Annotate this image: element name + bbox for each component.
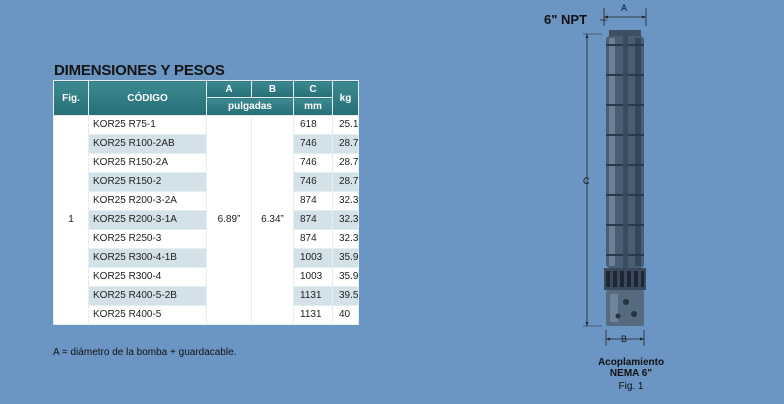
code-cell: KOR25 R250-3 bbox=[88, 229, 207, 249]
dimension-a-line bbox=[603, 8, 647, 26]
c-cell: 1003 bbox=[293, 267, 333, 287]
npt-label: 6" NPT bbox=[544, 12, 588, 27]
code-cell: KOR25 R200-3-2A bbox=[88, 191, 207, 211]
table-row: KOR25 R150-2A 746 28.7 bbox=[54, 153, 359, 173]
code-cell: KOR25 R300-4 bbox=[88, 267, 207, 287]
kg-cell: 28.7 bbox=[332, 172, 359, 192]
table-row: KOR25 R400-5 1131 40 bbox=[54, 305, 359, 325]
c-cell: 746 bbox=[293, 172, 333, 192]
header-a: A bbox=[206, 80, 252, 98]
kg-cell: 25.1 bbox=[332, 115, 359, 135]
table-row: KOR25 R100-2AB 746 28.7 bbox=[54, 134, 359, 154]
table-row: KOR25 R200-3-2A 874 32.3 bbox=[54, 191, 359, 211]
table-row: 1 KOR25 R75-1 6.89” 6.34” 618 25.1 bbox=[53, 115, 359, 325]
code-cell: KOR25 R75-1 bbox=[88, 115, 207, 135]
table-row: KOR25 R300-4-1B 1003 35.9 bbox=[54, 248, 359, 268]
c-cell: 746 bbox=[293, 134, 333, 154]
kg-cell: 32.3 bbox=[332, 191, 359, 211]
kg-cell: 28.7 bbox=[332, 153, 359, 173]
header-codigo: CÓDIGO bbox=[88, 80, 207, 116]
code-cell: KOR25 R100-2AB bbox=[88, 134, 207, 154]
dimensions-table: Fig. CÓDIGO A B C kg pulgadas mm 1 KOR25… bbox=[53, 80, 359, 325]
c-cell: 746 bbox=[293, 153, 333, 173]
header-c: C bbox=[293, 80, 333, 98]
dimension-c-label: C bbox=[583, 176, 590, 186]
header-mm: mm bbox=[293, 97, 333, 116]
kg-cell: 39.5 bbox=[332, 286, 359, 306]
c-cell: 874 bbox=[293, 210, 333, 230]
table-row: KOR25 R250-3 874 32.3 bbox=[54, 229, 359, 249]
fig-cell: 1 bbox=[53, 115, 89, 325]
code-cell: KOR25 R200-3-1A bbox=[88, 210, 207, 230]
kg-cell: 32.3 bbox=[332, 229, 359, 249]
kg-cell: 28.7 bbox=[332, 134, 359, 154]
table-row: KOR25 R200-3-1A 874 32.3 bbox=[54, 210, 359, 230]
dimension-c-line bbox=[583, 33, 602, 327]
c-cell: 874 bbox=[293, 191, 333, 211]
header-fig: Fig. bbox=[53, 80, 89, 116]
coupling-label: Acoplamiento NEMA 6" bbox=[580, 357, 682, 379]
code-cell: KOR25 R150-2A bbox=[88, 153, 207, 173]
c-cell: 1131 bbox=[293, 286, 333, 306]
c-cell: 1003 bbox=[293, 248, 333, 268]
code-cell: KOR25 R300-4-1B bbox=[88, 248, 207, 268]
kg-cell: 35.9 bbox=[332, 248, 359, 268]
kg-cell: 32.3 bbox=[332, 210, 359, 230]
table-row: KOR25 R150-2 746 28.7 bbox=[54, 172, 359, 192]
b-cell: 6.34” bbox=[251, 115, 294, 325]
footnote: A = diámetro de la bomba + guardacable. bbox=[53, 347, 237, 358]
pump-illustration bbox=[583, 8, 647, 346]
kg-cell: 35.9 bbox=[332, 267, 359, 287]
c-cell: 618 bbox=[293, 115, 333, 135]
c-cell: 1131 bbox=[293, 305, 333, 325]
pump-body bbox=[604, 30, 646, 326]
header-b: B bbox=[251, 80, 294, 98]
c-cell: 874 bbox=[293, 229, 333, 249]
figure-caption: Fig. 1 bbox=[618, 381, 644, 392]
coupling-label-line1: Acoplamiento bbox=[597, 357, 665, 368]
code-cell: KOR25 R150-2 bbox=[88, 172, 207, 192]
code-cell: KOR25 R400-5 bbox=[88, 305, 207, 325]
dimension-a-label: A bbox=[621, 3, 628, 13]
table-row: KOR25 R300-4 1003 35.9 bbox=[54, 267, 359, 287]
header-kg: kg bbox=[332, 80, 359, 116]
section-title: DIMENSIONES Y PESOS bbox=[54, 62, 225, 79]
header-pulgadas: pulgadas bbox=[206, 97, 294, 116]
code-cell: KOR25 R400-5-2B bbox=[88, 286, 207, 306]
dimension-b-label: B bbox=[621, 334, 628, 344]
table-row: KOR25 R400-5-2B 1131 39.5 bbox=[54, 286, 359, 306]
kg-cell: 40 bbox=[332, 305, 359, 325]
a-cell: 6.89” bbox=[206, 115, 252, 325]
coupling-label-line2: NEMA 6" bbox=[609, 368, 653, 379]
dimension-b-line bbox=[605, 330, 645, 346]
